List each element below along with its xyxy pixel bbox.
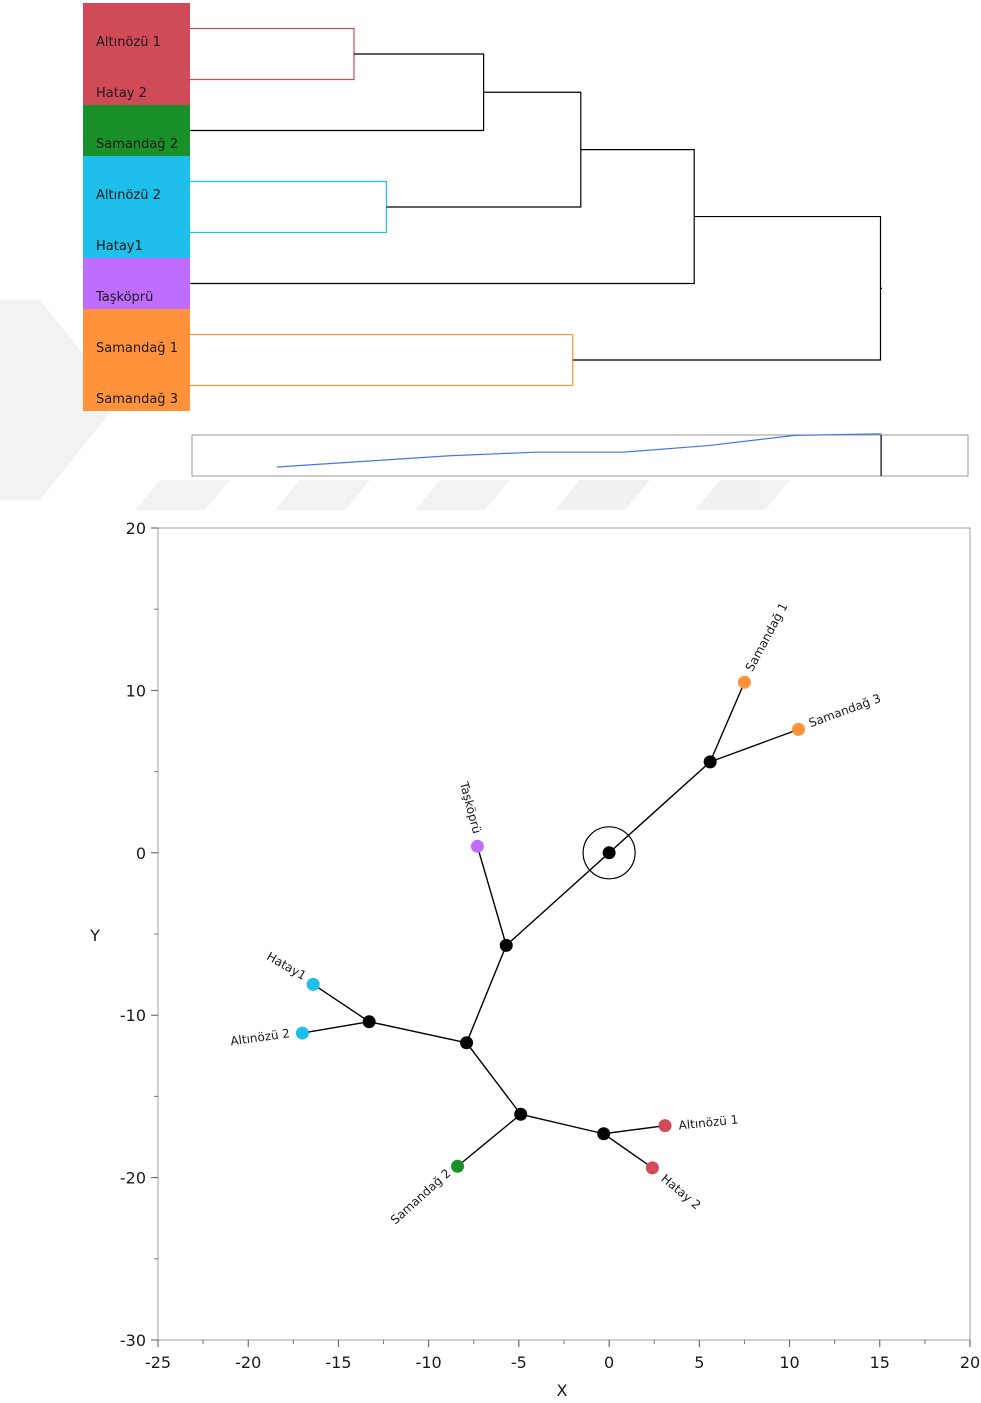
y-tick-label: -20 [120,1169,146,1188]
x-axis-label: X [557,1381,568,1400]
leaf-box [83,156,190,207]
leaf-point-label: Altınözü 1 [678,1112,739,1132]
x-tick-label: 5 [694,1353,704,1372]
x-tick-label: 20 [960,1353,980,1372]
leaf-labels: Altınözü 1 Hatay 2 Samandağ 2 Altınözü 2 Hat… [95,35,178,407]
dendrogram: Altınözü 1 Hatay 2 Samandağ 2 Altınözü 2 Hat… [83,3,882,411]
y-tick-label: -10 [120,1006,146,1025]
leaf-box [83,360,190,411]
tree-edge [466,1042,522,1115]
tree-edge [505,852,610,946]
scree-line [276,433,882,468]
internal-node [514,1107,528,1121]
x-tick-label: -15 [325,1353,351,1372]
y-tick-label: -30 [120,1331,146,1350]
x-tick-label: -5 [511,1353,527,1372]
leaf-edge [709,682,746,763]
internal-node [499,938,513,952]
leaf-edge [709,728,799,763]
leaf-label: Samandağ 3 [96,392,178,407]
tree-edges [302,682,799,1169]
y-tick-label: 10 [126,681,146,700]
leaf-edge [603,1133,653,1169]
internal-node [362,1015,376,1029]
leaf-label: Hatay1 [96,239,143,254]
dendrogram-branch [190,180,387,234]
leaf-point[interactable] [645,1161,659,1175]
dendrogram-branches [190,27,882,387]
leaf-label: Samandağ 2 [96,137,178,152]
dendrogram-branch [572,215,882,361]
leaf-label: Samandağ 1 [96,341,178,356]
scree-panel [191,433,969,477]
tree-edge [520,1113,604,1135]
internal-node [460,1036,474,1050]
leaf-label: Taşköprü [95,290,153,305]
leaf-edge [603,1124,666,1135]
dendrogram-branch [190,53,485,132]
tree-edge [608,761,711,854]
leaf-label: Altınözü 2 [96,188,161,203]
x-tick-label: 15 [870,1353,890,1372]
scatter-plot[interactable]: -25 -20 -15 -10 -5 0 5 10 15 20 -30 -20 -10 0 10 20 X Y… [89,519,980,1400]
leaf-point[interactable] [306,977,320,991]
dendrogram-branch [190,333,574,387]
x-tick-label: 0 [604,1353,614,1372]
center-ring [582,826,636,880]
y-axis-label: Y [89,926,100,945]
leaf-box [83,3,190,54]
leaf-point[interactable] [658,1119,672,1133]
tree-edge [465,945,507,1044]
scree-frame [191,434,969,477]
leaf-point[interactable] [295,1026,309,1040]
leaf-box [83,207,190,258]
leaf-box [83,54,190,105]
leaf-point[interactable] [792,722,806,736]
leaf-label: Hatay 2 [96,86,147,101]
leaf-points [295,675,806,1175]
leaf-point[interactable] [451,1159,465,1173]
x-tick-label: -10 [416,1353,442,1372]
leaf-edge [302,1021,370,1034]
y-tick-label: 20 [126,519,146,538]
tree-edge [368,1021,467,1044]
internal-node [597,1127,611,1141]
internal-node [703,755,717,769]
leaf-edge [312,983,370,1023]
leaf-edge [457,1113,522,1167]
x-tick-label: -25 [145,1353,171,1372]
internal-nodes [362,755,717,1141]
x-tick-label: 10 [779,1353,799,1372]
leaf-point[interactable] [737,675,751,689]
leaf-point[interactable] [470,839,484,853]
dendrogram-branch [190,27,355,81]
x-tick-label: -20 [235,1353,261,1372]
leaf-label: Altınözü 1 [96,35,161,50]
plot-frame [157,527,971,1341]
dendrogram-branch [190,149,695,285]
axes: -25 -20 -15 -10 -5 0 5 10 15 20 -30 -20 -10 0 10 20 [120,519,980,1372]
internal-node [602,846,616,860]
y-tick-label: 0 [136,844,146,863]
leaf-boxes [83,3,190,411]
leaf-box [83,309,190,360]
leaf-box [83,258,190,309]
leaf-edge [476,846,507,946]
leaf-box [83,105,190,156]
watermark [0,300,790,510]
